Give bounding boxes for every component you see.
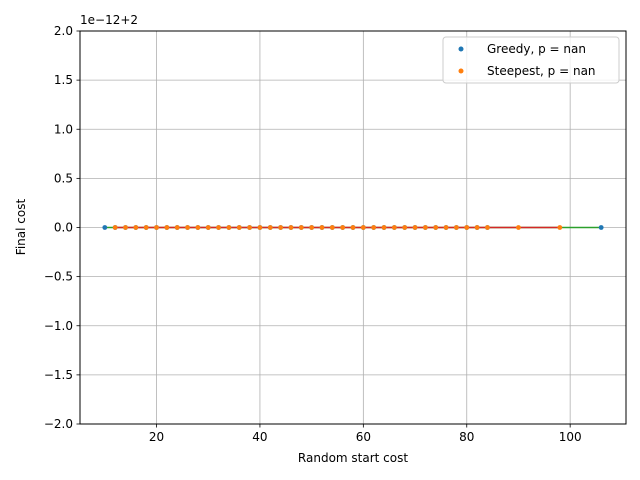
data-point [278,225,284,230]
y-tick-label: −0.5 [44,270,73,284]
data-point [360,225,366,230]
data-point [485,225,490,230]
data-point [143,225,149,230]
x-tick-label: 100 [559,430,582,444]
axis-ticks: 20 40 60 80 100 −2.0 −1.5 −1.0 −0.5 0.0 0.5 1.0 1.5 2… [44,24,582,444]
x-tick-label: 20 [149,430,164,444]
data-point [112,225,118,230]
data-point [257,225,263,230]
legend-label-greedy: Greedy, p = nan [487,42,586,56]
data-point [298,225,304,230]
y-tick-label: 1.5 [54,73,73,87]
data-point [267,225,273,230]
legend-label-steepest: Steepest, p = nan [487,64,596,78]
legend-marker-greedy [458,46,464,52]
data-point [371,225,377,230]
data-point [391,225,397,230]
data-point [123,225,128,230]
y-axis-label: Final cost [14,199,28,256]
data-point [288,225,294,230]
data-point [464,225,470,230]
data-points [102,225,604,230]
x-tick-label: 60 [356,430,371,444]
data-point [164,225,170,230]
legend-box [442,36,620,84]
data-point [247,225,252,230]
data-point [195,225,201,230]
data-point [133,225,139,230]
data-point [422,225,428,230]
data-point [174,225,180,230]
data-point [216,225,221,230]
data-point [226,225,232,230]
legend-marker-steepest [458,68,464,74]
data-point [154,225,159,230]
x-tick-label: 80 [459,430,474,444]
x-axis-label: Random start cost [298,451,408,465]
y-offset-label: 1e−12+2 [80,13,138,27]
data-point [598,225,604,230]
data-point [329,225,335,230]
data-point [412,225,418,230]
data-point [443,225,449,230]
data-point [557,225,563,230]
y-tick-label: −2.0 [44,417,73,431]
data-point [474,225,480,230]
data-point [309,225,315,230]
data-point [381,225,387,230]
data-point [236,225,242,230]
y-tick-label: 0.5 [54,171,73,185]
y-tick-label: −1.0 [44,319,73,333]
y-tick-label: 0.0 [54,221,73,235]
y-tick-label: −1.5 [44,368,73,382]
x-tick-label: 40 [252,430,267,444]
data-point [319,225,325,230]
data-point [205,225,211,230]
data-point [433,225,439,230]
y-tick-label: 1.0 [54,122,73,136]
data-point [350,225,356,230]
legend: Greedy, p = nan Steepest, p = nan [442,36,620,84]
data-point [102,225,108,230]
data-point [185,225,190,230]
y-tick-label: 2.0 [54,24,73,38]
data-point [454,225,459,230]
data-point [516,225,521,230]
data-point [340,225,346,230]
data-point [402,225,408,230]
